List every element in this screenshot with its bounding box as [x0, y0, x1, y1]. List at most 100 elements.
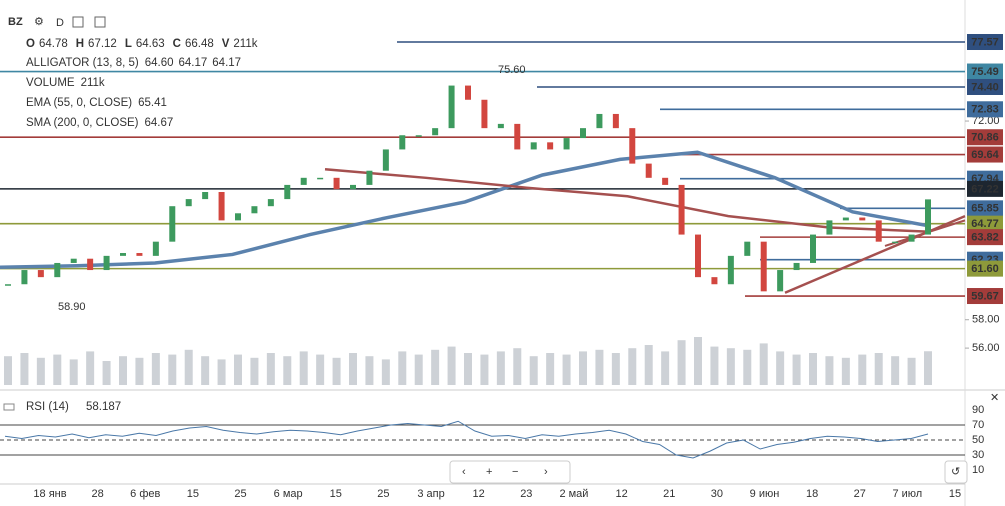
price-tick-label: 72.00 [972, 115, 1000, 127]
price-label-box [967, 146, 1003, 163]
volume-bar [398, 351, 407, 385]
indicator-value: 64.60 [145, 57, 174, 69]
volume-bar [907, 357, 916, 385]
volume-bar [743, 349, 752, 385]
candle [497, 123, 504, 129]
date-label: 25 [377, 488, 389, 500]
volume-bar [661, 351, 670, 385]
date-label: 30 [711, 488, 723, 500]
volume-bar [4, 356, 12, 385]
price-label: 70.86 [971, 132, 999, 144]
candle [103, 255, 110, 271]
candle [300, 177, 307, 185]
candle [185, 199, 192, 207]
volume-bar [644, 345, 653, 385]
scroll-right[interactable]: › [544, 466, 548, 478]
volume-bar [694, 337, 702, 385]
volume-bar [349, 353, 357, 385]
candle [727, 255, 734, 285]
candle [678, 184, 685, 235]
volume-bar [776, 351, 785, 385]
ohlc-value: 64.63 [136, 38, 165, 50]
volume-bar [546, 353, 555, 385]
candle [563, 138, 570, 150]
date-label: 6 фев [130, 488, 160, 500]
ohlc-value: 211k [233, 38, 257, 50]
zoom-out[interactable]: − [512, 466, 518, 478]
price-label-box [967, 229, 1003, 246]
zoom-in[interactable]: + [486, 466, 492, 478]
close-panel[interactable]: ✕ [990, 392, 999, 404]
price-label: 74.40 [971, 81, 999, 93]
ohlc-key: L [125, 38, 132, 50]
date-label: 23 [520, 488, 532, 500]
volume-bar [841, 357, 850, 385]
volume-bar [496, 351, 505, 385]
volume-bar [562, 354, 571, 385]
volume-bar [201, 356, 210, 385]
interval[interactable]: D [56, 17, 64, 29]
price-label-box [967, 63, 1003, 80]
price-label: 69.64 [971, 149, 999, 161]
candle [925, 199, 931, 235]
candle [645, 163, 652, 178]
reset-button[interactable] [944, 460, 968, 484]
symbol[interactable]: BZ [8, 16, 23, 28]
volume-bar [217, 359, 226, 385]
candle [136, 253, 143, 256]
candle [267, 199, 274, 207]
rsi-value: 58.187 [86, 401, 121, 413]
indicator-name: SMA (200, 0, CLOSE) [26, 117, 139, 129]
date-label: 7 июл [892, 488, 922, 500]
candle [21, 270, 28, 285]
candle [350, 184, 356, 190]
scroll-left[interactable]: ‹ [462, 466, 466, 478]
candle [760, 241, 767, 292]
date-label: 15 [330, 488, 342, 500]
volume-bar [266, 353, 275, 385]
price-label: 64.77 [971, 218, 999, 230]
candle [744, 241, 751, 256]
price-tick-label: 56.00 [972, 342, 1000, 354]
candle [695, 234, 701, 278]
layout-icon[interactable] [94, 16, 106, 28]
volume-bar [726, 348, 735, 385]
nav-buttons: ‹ + − › [449, 460, 571, 484]
volume-bar [234, 354, 242, 385]
price-label-box [967, 129, 1003, 146]
rsi-tick-label: 50 [972, 434, 984, 446]
price-annotation: 75.60 [498, 64, 526, 76]
candle [5, 284, 11, 286]
price-annotation: 58.90 [58, 301, 86, 313]
compare-icon[interactable] [72, 16, 84, 28]
ohlc-value: 67.12 [88, 38, 117, 50]
volume-bar [529, 356, 538, 385]
date-label: 21 [663, 488, 675, 500]
volume-bar [677, 340, 686, 385]
date-label: 9 июн [750, 488, 780, 500]
rsi-tick-label: 90 [972, 404, 984, 416]
volume-bar [283, 356, 292, 385]
date-label: 2 май [559, 488, 588, 500]
candle [202, 192, 209, 200]
date-label: 15 [949, 488, 961, 500]
volume-bar [69, 359, 78, 385]
ohlc-key: V [222, 38, 230, 50]
candle [448, 85, 455, 129]
candle [662, 177, 669, 185]
ohlc-value: 64.78 [39, 38, 68, 50]
candle [169, 206, 176, 242]
candle [596, 113, 603, 129]
volume-bar [480, 354, 489, 385]
price-label-box [967, 101, 1003, 118]
reset-icon[interactable]: ↺ [951, 466, 960, 478]
candle [777, 270, 784, 292]
candle [892, 241, 899, 244]
candle [547, 142, 554, 150]
candle [366, 170, 373, 185]
settings-icon[interactable]: ⚙ [34, 16, 44, 28]
volume-bar [168, 354, 177, 385]
candle [908, 234, 915, 242]
candle [842, 217, 849, 221]
